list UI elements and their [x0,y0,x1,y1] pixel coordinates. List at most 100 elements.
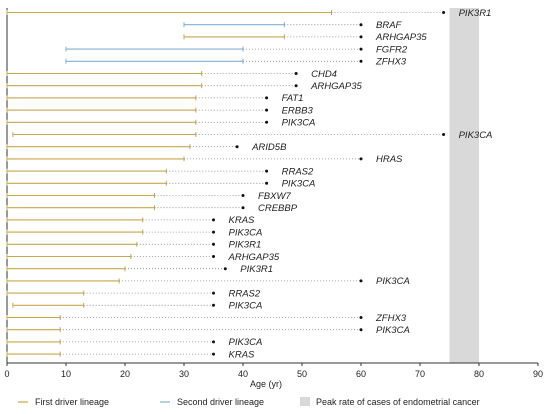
gene-label: FAT1 [282,93,304,104]
gene-label: KRAS [229,349,256,360]
gene-label: ARHGAP35 [228,252,280,263]
lineage-row: ARID5B [6,142,287,153]
x-tick-label: 0 [4,369,9,379]
gene-label: RRAS2 [282,166,314,177]
lineage-row: KRAS [6,349,256,360]
endpoint-dot [359,23,363,27]
peak-rate-band [449,8,479,363]
lineage-row: PIK3CA [6,227,263,238]
legend-layer: First driver lineage Second driver lineag… [18,397,480,407]
gene-label: HRAS [376,154,403,165]
rows-layer: PIK3R1BRAFARHGAP35FGFR2ZFHX3CHD4ARHGAP35… [6,8,492,360]
gene-label: PIK3CA [282,118,316,129]
x-ticks-layer: 0 10 20 30 40 50 60 70 80 90 [4,363,543,379]
lineage-row: ARHGAP35 [183,32,427,43]
lineage-row: FAT1 [6,93,304,104]
gene-label: PIK3R1 [240,264,273,275]
endpoint-dot [235,145,239,149]
legend-item: First driver lineage [18,397,109,407]
endpoint-dot [359,157,363,161]
endpoint-dot [241,206,245,210]
x-tick-label: 60 [356,369,366,379]
x-tick-label: 90 [533,369,543,379]
endpoint-dot [265,96,269,100]
legend-label: First driver lineage [35,397,109,407]
lineage-row: PIK3CA [6,179,316,190]
lineage-row: ZFHX3 [65,57,407,68]
lineage-row: RRAS2 [6,288,261,299]
x-tick-label: 80 [474,369,484,379]
legend-label: Second driver lineage [177,397,264,407]
x-axis-label: Age (yr) [250,379,282,389]
endpoint-dot [359,47,363,51]
endpoint-dot [241,194,245,197]
endpoint-dot [265,169,269,173]
lineage-row: RRAS2 [6,166,314,177]
endpoint-dot [223,267,227,271]
endpoint-dot [265,181,269,185]
gene-label: ARHGAP35 [310,81,362,92]
lineage-row: PIK3CA [12,301,263,312]
endpoint-dot [212,340,215,344]
legend-label: Peak rate of cases of endometrial cancer [316,397,480,407]
peak-band-layer [449,8,479,363]
endpoint-dot [359,59,363,63]
x-tick-label: 30 [179,369,189,379]
lineage-row: HRAS [6,154,403,165]
gene-label: ERBB3 [282,105,314,116]
endpoint-dot [212,218,215,222]
lineage-row: CREBBP [6,203,298,214]
gene-label: PIK3CA [376,276,410,287]
gene-label: PIK3CA [376,325,410,336]
x-tick-label: 40 [238,369,248,379]
x-tick-label: 20 [120,369,130,379]
lineage-row: PIK3R1 [6,264,273,275]
endpoint-dot [265,108,269,112]
lineage-row: PIK3CA [6,325,410,336]
x-tick-label: 50 [297,369,307,379]
gene-label: CREBBP [258,203,298,214]
legend-box-swatch [300,397,310,406]
endpoint-dot [294,84,298,88]
gene-label: PIK3CA [282,179,316,190]
gene-label: PIK3R1 [459,8,492,19]
endpoint-dot [359,279,363,283]
lineage-row: ARHGAP35 [6,252,280,263]
lineage-row: ARHGAP35 [6,81,363,92]
lineage-row: CHD4 [6,69,337,80]
endpoint-dot [442,11,446,14]
endpoint-dot [265,120,269,124]
lineage-row: ERBB3 [6,105,314,116]
lineage-row: FGFR2 [65,44,408,55]
lineage-row: PIK3R1 [6,8,492,19]
gene-label: ARHGAP35 [375,32,427,43]
endpoint-dot [212,230,215,234]
gene-label: BRAF [376,20,403,31]
endpoint-dot [212,352,215,356]
endpoint-dot [359,316,363,319]
gene-label: KRAS [229,215,256,226]
gene-label: PIK3CA [229,227,263,238]
gene-label: CHD4 [311,69,337,80]
legend-item: Peak rate of cases of endometrial cancer [300,397,480,407]
gene-label: RRAS2 [229,288,261,299]
lineage-row: FBXW7 [6,191,291,202]
lineage-row: PIK3CA [6,118,316,129]
gene-label: PIK3CA [229,301,263,312]
lineage-row: PIK3CA [6,337,263,348]
lineage-row: ZFHX3 [6,313,407,324]
endpoint-dot [359,35,363,39]
gene-label: ARID5B [251,142,287,153]
gene-label: FGFR2 [376,44,408,55]
gene-label: FBXW7 [258,191,291,202]
endpoint-dot [212,242,215,246]
endpoint-dot [442,133,446,136]
gene-label: PIK3R1 [229,240,262,251]
endpoint-dot [212,291,215,295]
endpoint-dot [359,328,363,332]
lineage-row: BRAF [183,20,403,31]
gene-label: ZFHX3 [375,57,407,68]
gene-label: PIK3CA [229,337,263,348]
endpoint-dot [212,303,215,307]
